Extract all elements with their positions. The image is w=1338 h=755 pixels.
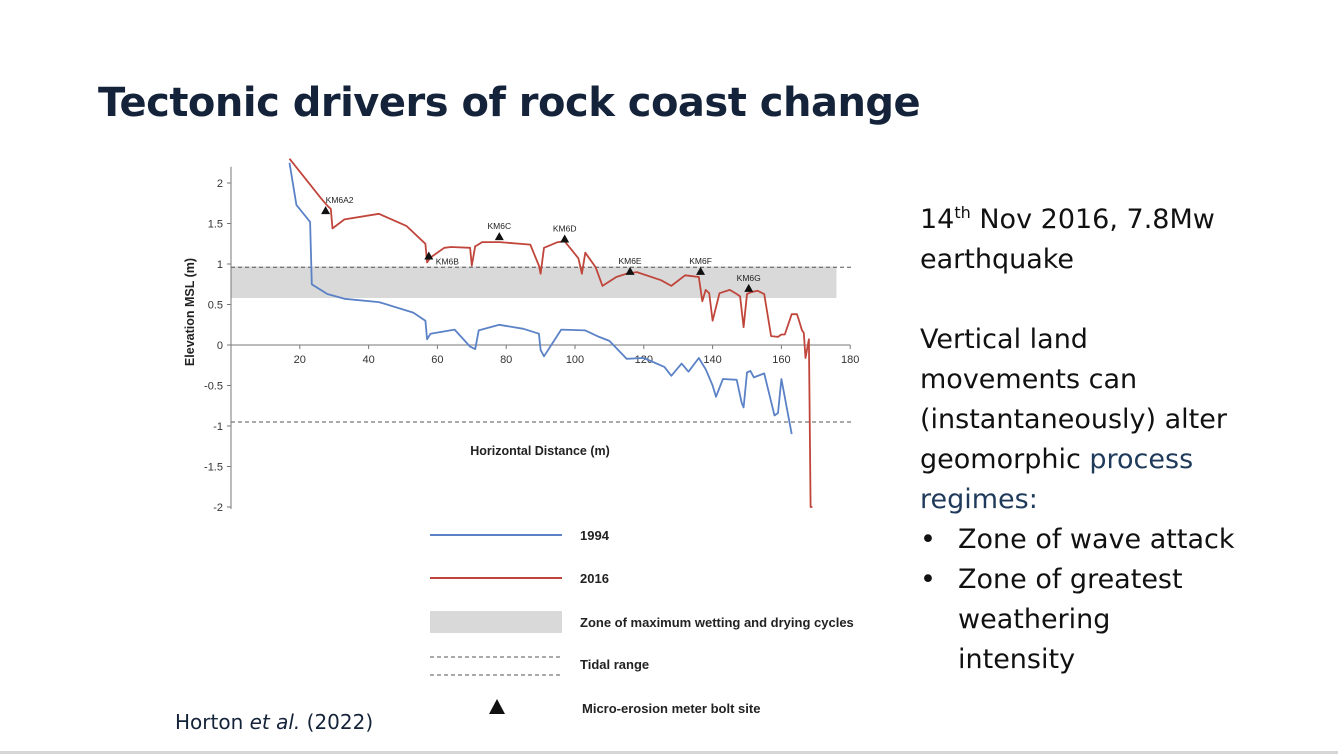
series-group: [288, 158, 813, 508]
bolt-site-label: KM6A2: [326, 195, 354, 205]
bolt-site-label: KM6D: [553, 224, 577, 234]
x-tick-label: 20: [294, 354, 306, 366]
x-tick-label: 100: [566, 354, 584, 366]
para-line-4: geomorphic process: [920, 440, 1234, 480]
y-tick-label: 0: [217, 340, 223, 352]
elevation-profile-chart: 2 1.5 1 0.5 0 -0.5 -1 -1.5 -2 20 40 60 80 100 120 140 16…: [183, 158, 859, 716]
bolt-site-triangle-icon: [321, 206, 331, 215]
bullet-item: • Zone of greatest weathering intensity: [920, 560, 1234, 680]
x-tick-label: 160: [772, 354, 790, 366]
bullet-line: Zone of wave attack: [958, 524, 1235, 555]
bolt-site-triangle-icon: [494, 232, 504, 241]
y-tick-label: -0.5: [204, 381, 223, 393]
y-tick-label: 1.5: [208, 219, 223, 231]
y-tick-label: -1: [213, 421, 223, 433]
x-tick-label: 60: [431, 354, 443, 366]
x-tick-label: 40: [362, 354, 374, 366]
event-line-2: earthquake: [920, 244, 1075, 275]
right-panel: 14th Nov 2016, 7.8Mw earthquake Vertical…: [920, 193, 1234, 680]
bolt-site-triangle-icon: [424, 251, 434, 260]
y-tick-label: -1.5: [204, 462, 223, 474]
x-axis-title: Horizontal Distance (m): [470, 444, 610, 458]
bolt-site-label: KM6G: [737, 273, 761, 283]
legend-label: Micro-erosion meter bolt site: [582, 701, 760, 716]
x-tick-label: 140: [703, 354, 721, 366]
series-line-2016: [288, 158, 813, 508]
bullet-line: intensity: [958, 644, 1076, 675]
bullet-line: weathering: [958, 604, 1111, 635]
process-word: process: [1089, 444, 1194, 475]
y-axis-title: Elevation MSL (m): [183, 258, 197, 366]
legend: 1994 2016 Zone of maximum wetting and dryi…: [430, 528, 854, 716]
legend-label: Tidal range: [580, 657, 649, 672]
citation-prefix: Horton: [175, 710, 250, 734]
event-line: 14th Nov 2016, 7.8Mw: [920, 193, 1234, 240]
geomorphic-word: geomorphic: [920, 444, 1090, 475]
bullet-dot-icon: •: [920, 564, 936, 595]
bullet-dot-icon: •: [920, 524, 936, 555]
legend-label: 1994: [580, 528, 610, 543]
bolt-site-label: KM6C: [488, 221, 512, 231]
y-tick-label: -2: [213, 502, 223, 514]
bolt-site-label: KM6E: [618, 256, 641, 266]
bolt-site-triangle-icon: [625, 266, 635, 275]
event-ordinal: th: [954, 203, 971, 222]
citation-italic: et al.: [249, 710, 301, 734]
axes-group: 2 1.5 1 0.5 0 -0.5 -1 -1.5 -2 20 40 60 80 100 120 140 16…: [204, 166, 859, 514]
citation-suffix: (2022): [300, 710, 374, 734]
event-rest: Nov 2016, 7.8Mw: [970, 204, 1215, 235]
y-tick-label: 1: [217, 259, 223, 271]
bottom-divider: [0, 751, 1338, 754]
x-tick-label: 120: [635, 354, 653, 366]
bolt-site-triangle-icon: [744, 283, 754, 292]
x-tick-label: 180: [841, 354, 859, 366]
legend-triangle-icon: [489, 699, 505, 714]
bolt-site-label: KM6B: [436, 257, 459, 267]
bolt-site-triangle-icon: [560, 234, 570, 243]
regimes-word: regimes:: [920, 484, 1038, 515]
y-tick-label: 2: [217, 178, 223, 190]
bullet-line: Zone of greatest: [958, 564, 1183, 595]
bullet-item: • Zone of wave attack: [920, 520, 1234, 560]
para-line-1: Vertical land: [920, 324, 1088, 355]
legend-swatch-zone: [430, 611, 562, 633]
slide-title: Tectonic drivers of rock coast change: [98, 80, 921, 126]
bolt-site-label: KM6F: [689, 256, 712, 266]
bolt-site-triangle-icon: [696, 266, 706, 275]
series-line-1994: [288, 162, 793, 435]
y-tick-label: 0.5: [208, 300, 223, 312]
event-day: 14: [920, 204, 955, 235]
legend-label: Zone of maximum wetting and drying cycle…: [580, 615, 854, 630]
para-line-3: (instantaneously) alter: [920, 404, 1227, 435]
x-tick-label: 80: [500, 354, 512, 366]
citation: Horton et al. (2022): [175, 710, 373, 734]
para-line-2: movements can: [920, 364, 1138, 395]
bolt-sites-group: KM6A2 KM6B KM6C KM6D KM6E KM6F KM6G: [321, 195, 761, 292]
legend-label: 2016: [580, 571, 609, 586]
